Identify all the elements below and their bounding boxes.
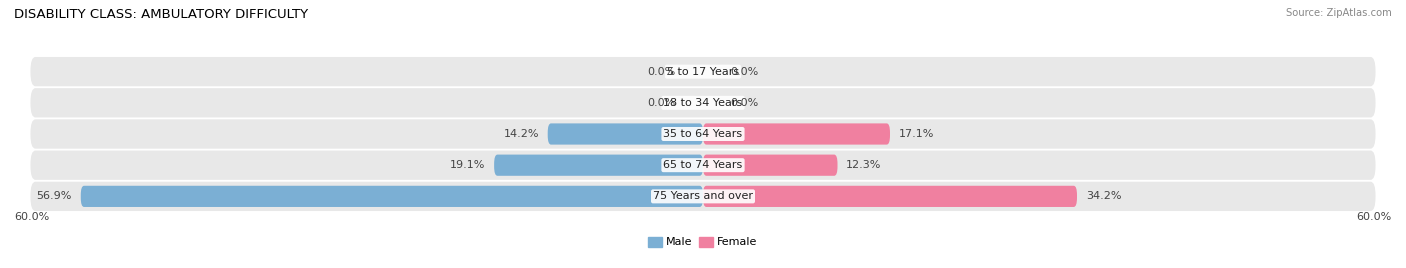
Text: 0.0%: 0.0% (730, 98, 759, 108)
Text: 65 to 74 Years: 65 to 74 Years (664, 160, 742, 170)
Text: 56.9%: 56.9% (37, 191, 72, 201)
FancyBboxPatch shape (31, 88, 1375, 117)
FancyBboxPatch shape (80, 186, 703, 207)
FancyBboxPatch shape (31, 182, 1375, 211)
FancyBboxPatch shape (31, 119, 1375, 149)
Text: 35 to 64 Years: 35 to 64 Years (664, 129, 742, 139)
FancyBboxPatch shape (494, 155, 703, 176)
FancyBboxPatch shape (548, 123, 703, 145)
Text: 19.1%: 19.1% (450, 160, 485, 170)
FancyBboxPatch shape (703, 123, 890, 145)
Text: 60.0%: 60.0% (1357, 212, 1392, 222)
Text: 60.0%: 60.0% (14, 212, 49, 222)
Text: 5 to 17 Years: 5 to 17 Years (666, 67, 740, 77)
Text: 0.0%: 0.0% (647, 98, 676, 108)
Text: 14.2%: 14.2% (503, 129, 538, 139)
Text: 0.0%: 0.0% (730, 67, 759, 77)
FancyBboxPatch shape (31, 57, 1375, 86)
Text: 34.2%: 34.2% (1085, 191, 1121, 201)
Text: 18 to 34 Years: 18 to 34 Years (664, 98, 742, 108)
FancyBboxPatch shape (31, 151, 1375, 180)
Text: 0.0%: 0.0% (647, 67, 676, 77)
Text: 17.1%: 17.1% (898, 129, 934, 139)
Text: 75 Years and over: 75 Years and over (652, 191, 754, 201)
Legend: Male, Female: Male, Female (644, 232, 762, 252)
FancyBboxPatch shape (703, 155, 838, 176)
FancyBboxPatch shape (703, 186, 1077, 207)
Text: Source: ZipAtlas.com: Source: ZipAtlas.com (1286, 8, 1392, 18)
Text: 12.3%: 12.3% (846, 160, 882, 170)
Text: DISABILITY CLASS: AMBULATORY DIFFICULTY: DISABILITY CLASS: AMBULATORY DIFFICULTY (14, 8, 308, 21)
